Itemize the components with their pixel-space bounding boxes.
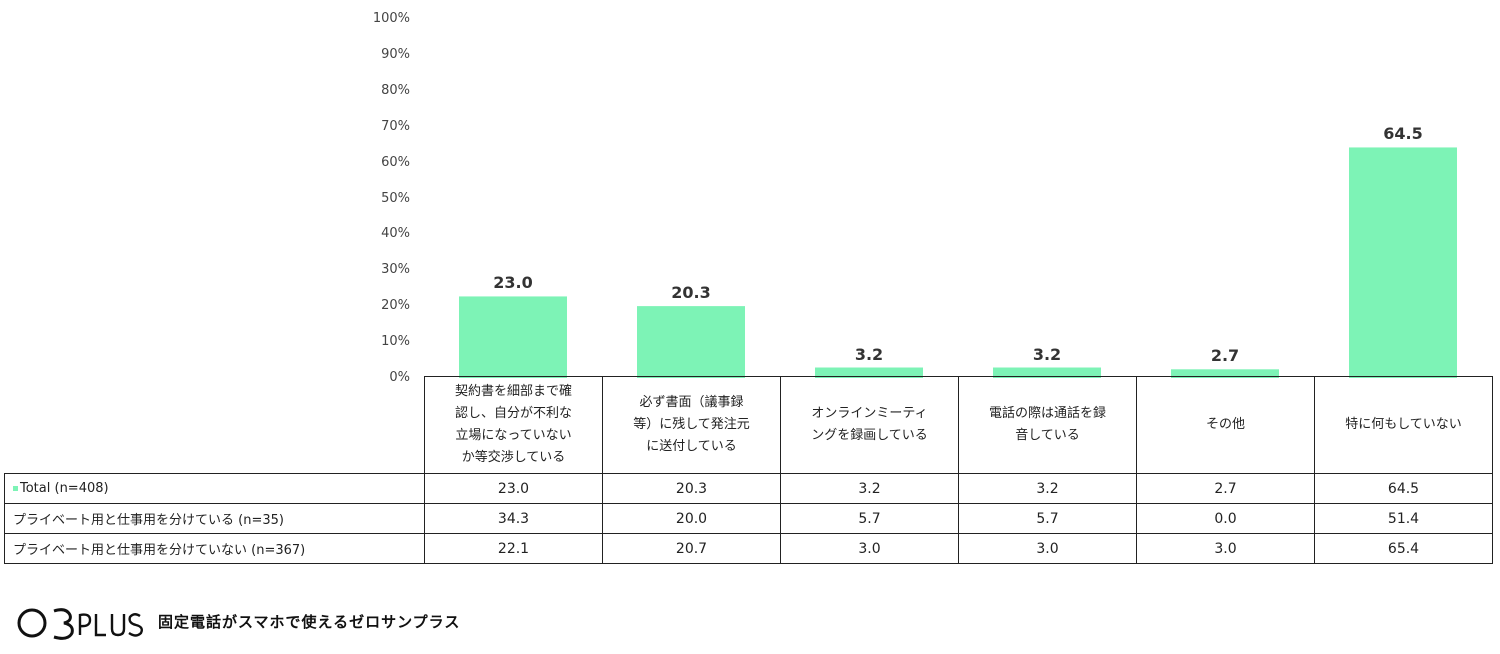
table-cell: 20.3 <box>602 473 781 504</box>
category-label-line: その他 <box>1205 417 1245 432</box>
bar-value-label: 3.2 <box>854 344 884 364</box>
row-label-text: プライベート用と仕事用を分けている (n=35) <box>13 513 284 528</box>
y-tick-label: 80% <box>381 82 410 98</box>
category-label-line: 立場になっていない <box>455 428 572 443</box>
category-header-row: 契約書を細部まで確 認し、自分が不利な 立場になっていない か等交渉している 必ず書面（… <box>4 376 1493 474</box>
table-row: プライベート用と仕事用を分けていない (n=367) 22.1 20.7 3.0 3.0… <box>4 533 1493 564</box>
bar-value-label: 23.0 <box>493 273 533 293</box>
table-row: プライベート用と仕事用を分けている (n=35) 34.3 20.0 5.7 5.7 0.… <box>4 503 1493 534</box>
table-cell: 5.7 <box>780 503 959 534</box>
category-label: 特に何もしていない <box>1314 376 1493 474</box>
category-label-line: ングを録画している <box>811 428 928 443</box>
y-tick-label: 10% <box>381 334 410 350</box>
y-tick-label: 70% <box>381 118 410 134</box>
category-label-line: 音している <box>1015 428 1080 443</box>
row-label: プライベート用と仕事用を分けていない (n=367) <box>4 533 425 564</box>
y-tick-label: 100% <box>372 11 410 26</box>
row-label: Total (n=408) <box>4 473 425 504</box>
bar <box>815 367 923 378</box>
table-cell: 2.7 <box>1136 473 1315 504</box>
bar-value-label: 20.3 <box>671 283 711 303</box>
table-corner <box>4 376 425 474</box>
bar <box>1171 369 1279 378</box>
row-label: プライベート用と仕事用を分けている (n=35) <box>4 503 425 534</box>
table-cell: 0.0 <box>1136 503 1315 534</box>
footer: 固定電話がスマホで使えるゼロサンプラス <box>14 596 460 646</box>
y-tick-label: 20% <box>381 298 410 314</box>
category-label-line: 契約書を細部まで確 <box>454 384 572 399</box>
table-cell: 65.4 <box>1314 533 1493 564</box>
o3plus-logo <box>17 608 144 640</box>
category-label: 電話の際は通話を録 音している <box>958 376 1137 474</box>
category-label-line: 電話の際は通話を録 <box>988 406 1106 421</box>
category-label-line: オンラインミーティ <box>811 406 928 421</box>
table-cell: 22.1 <box>424 533 603 564</box>
table-cell: 3.2 <box>780 473 959 504</box>
category-label-line: に送付している <box>646 439 737 454</box>
category-label-line: か等交渉している <box>461 450 566 465</box>
category-label: 必ず書面（議事録 等）に残して発注元 に送付している <box>602 376 781 474</box>
bar-value-label: 2.7 <box>1210 346 1240 366</box>
table-cell: 20.7 <box>602 533 781 564</box>
table-row: Total (n=408) 23.0 20.3 3.2 3.2 2.7 64.5 <box>4 473 1493 504</box>
bar <box>1349 147 1457 378</box>
bar-value-label: 3.2 <box>1032 344 1062 364</box>
category-label: オンラインミーティ ングを録画している <box>780 376 959 474</box>
table-cell: 5.7 <box>958 503 1137 534</box>
bar <box>637 306 745 378</box>
row-label-text: プライベート用と仕事用を分けていない (n=367) <box>13 543 306 558</box>
row-label-text: Total (n=408) <box>20 481 109 496</box>
bar <box>459 296 567 378</box>
y-tick-label: 60% <box>381 154 410 170</box>
table-cell: 34.3 <box>424 503 603 534</box>
y-tick-label: 30% <box>381 262 410 278</box>
y-tick-label: 50% <box>381 190 410 206</box>
category-label: その他 <box>1136 376 1315 474</box>
y-tick-label: 40% <box>381 226 410 242</box>
table-cell: 3.2 <box>958 473 1137 504</box>
table-cell: 23.0 <box>424 473 603 504</box>
category-label-line: 必ず書面（議事録 <box>639 395 744 410</box>
footer-tagline: 固定電話がスマホで使えるゼロサンプラス <box>158 612 461 631</box>
category-label-line: 認し、自分が不利な <box>454 406 572 421</box>
table-cell: 3.0 <box>958 533 1137 564</box>
table-cell: 3.0 <box>780 533 959 564</box>
legend-swatch <box>13 486 18 491</box>
bar-chart <box>459 147 1457 378</box>
data-table: 契約書を細部まで確 認し、自分が不利な 立場になっていない か等交渉している 必ず書面（… <box>4 376 1493 564</box>
table-cell: 51.4 <box>1314 503 1493 534</box>
category-label-line: 特に何もしていない <box>1345 417 1462 432</box>
category-label: 契約書を細部まで確 認し、自分が不利な 立場になっていない か等交渉している <box>424 376 603 474</box>
table-cell: 20.0 <box>602 503 781 534</box>
y-tick-label: 90% <box>381 46 410 62</box>
table-cell: 64.5 <box>1314 473 1493 504</box>
bar-value-label: 64.5 <box>1383 124 1423 144</box>
category-label-line: 等）に残して発注元 <box>633 417 750 432</box>
bar <box>993 367 1101 378</box>
table-cell: 3.0 <box>1136 533 1315 564</box>
